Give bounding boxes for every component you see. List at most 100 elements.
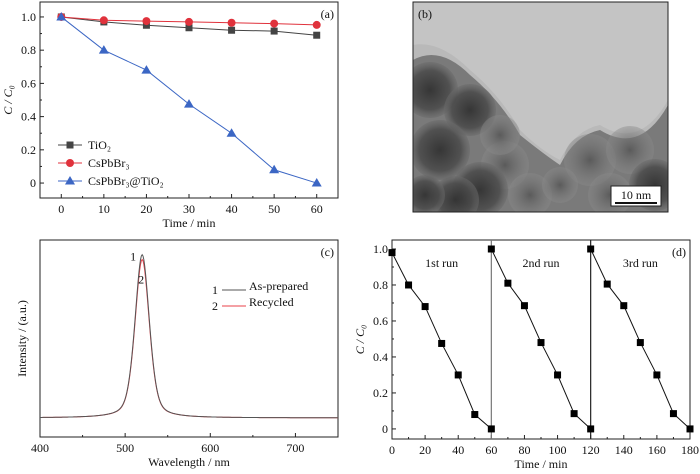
x-tick-label: 160 [648,443,666,457]
data-point-square [570,410,578,418]
x-axis-label: Wavelength / nm [148,455,230,469]
y-tick-label: 0.2 [21,143,36,157]
x-tick-label: 40 [452,443,464,457]
data-point-triangle [226,128,237,137]
data-point-square [587,245,595,253]
y-tick-label: 0.8 [21,43,36,57]
tem-frame [412,1,669,213]
y-tick-label: 1.0 [21,10,36,24]
data-point-triangle [184,99,194,108]
legend-id: 1 [212,283,218,297]
series-line [490,248,592,430]
tem-nanoparticle [606,126,654,174]
data-point-square [421,303,429,311]
data-point-square [270,27,278,35]
peak-label-1: 1 [130,250,136,264]
run-annotation: 1st run [425,256,458,270]
data-point-square [537,339,545,347]
data-point-circle [227,18,236,27]
legend-label: Recycled [249,295,294,309]
x-tick-label: 180 [681,443,699,457]
legend-a: TiO₂ CsPbBr₃ CsPbBr₃@TiO₂ [58,138,164,188]
x-axis-label: Time / min [515,457,568,471]
x-tick-label: 80 [518,443,530,457]
data-point-triangle [311,178,322,187]
x-tick-label: 120 [582,443,600,457]
panel-label: (c) [321,245,334,259]
data-point-circle [142,17,151,26]
axes-c: 400 500 600 700 Wavelength / nm Intensity / (… [15,239,339,469]
data-point-square [405,281,413,289]
data-point-square [554,371,562,379]
plot-frame [39,239,339,438]
legend-c: 1 As-prepared 2 Recycled [212,279,308,313]
data-point-square [487,245,495,253]
x-tick-label: 50 [268,202,280,216]
x-tick-label: 40 [226,202,238,216]
tem-nanoparticle [444,84,496,136]
tem-nanoparticle [413,120,470,180]
tem-nanoparticle [542,167,578,203]
y-axis-label: C / C₀ [353,325,367,355]
data-point-square [228,26,236,34]
data-point-square [66,141,74,149]
data-point-circle [312,20,321,29]
axes-d: 0 20 40 60 80 100 120 140 160 180 0 0.2 0.4 0.6 0.8 1.0… [353,239,699,471]
data-point-square [669,410,677,418]
data-point-square [142,21,150,29]
series-group-d: 1st run 2nd run 3rd run [388,240,694,439]
data-point-circle [270,19,279,28]
series-group-c: 12 [39,250,339,419]
data-point-square [620,302,628,310]
x-tick-label: 20 [419,443,431,457]
y-tick-label: 0.6 [373,314,388,328]
y-axis-label: C / C₀ [1,85,15,115]
y-tick-label: 0.4 [373,350,388,364]
legend-label: TiO₂ [88,138,111,152]
tem-nanoparticle [564,134,616,186]
y-tick-label: 0.2 [373,386,388,400]
series-group-a [56,11,322,187]
x-tick-label: 30 [183,202,195,216]
y-tick-label: 1.0 [373,242,388,256]
tem-nanoparticle [480,115,520,155]
x-tick-label: 60 [311,202,323,216]
legend-id: 2 [212,299,218,313]
tem-vacuum-region [413,2,668,160]
panel-label: (d) [672,245,686,259]
data-point-circle [66,159,74,167]
x-tick-label: 60 [485,443,497,457]
run-annotation: 2nd run [523,256,560,270]
data-point-triangle [269,164,280,174]
y-axis-label: Intensity / (a.u.) [15,300,29,377]
data-point-square [438,339,446,347]
data-point-square [603,280,611,288]
data-point-square [185,24,193,32]
data-point-triangle [98,45,109,54]
data-point-square [686,425,694,433]
data-point-circle [185,17,193,26]
x-tick-label: 140 [615,443,633,457]
y-tick-label: 0 [382,422,388,436]
legend-label: CsPbBr₃@TiO₂ [88,174,164,188]
x-tick-label: 700 [286,441,304,455]
data-point-square [653,371,661,379]
data-point-square [504,279,512,287]
series-line [590,248,691,430]
spectrum-line [39,253,339,419]
data-point-square [388,249,396,257]
data-point-triangle [65,176,75,185]
x-tick-label: 10 [98,202,110,216]
x-tick-label: 20 [140,202,152,216]
data-point-square [487,425,495,433]
x-tick-label: 100 [549,443,567,457]
scale-bar-box [610,185,662,207]
x-tick-label: 0 [58,202,64,216]
panel-label: (b) [418,7,432,21]
legend-label: As-prepared [249,279,308,293]
axes-a: 0 10 20 30 40 50 60 0 0.2 0.4 0.6 0.8 1.0 Time / min C… [1,1,339,230]
x-axis-label: Time / min [163,216,216,230]
data-point-square [454,371,462,379]
